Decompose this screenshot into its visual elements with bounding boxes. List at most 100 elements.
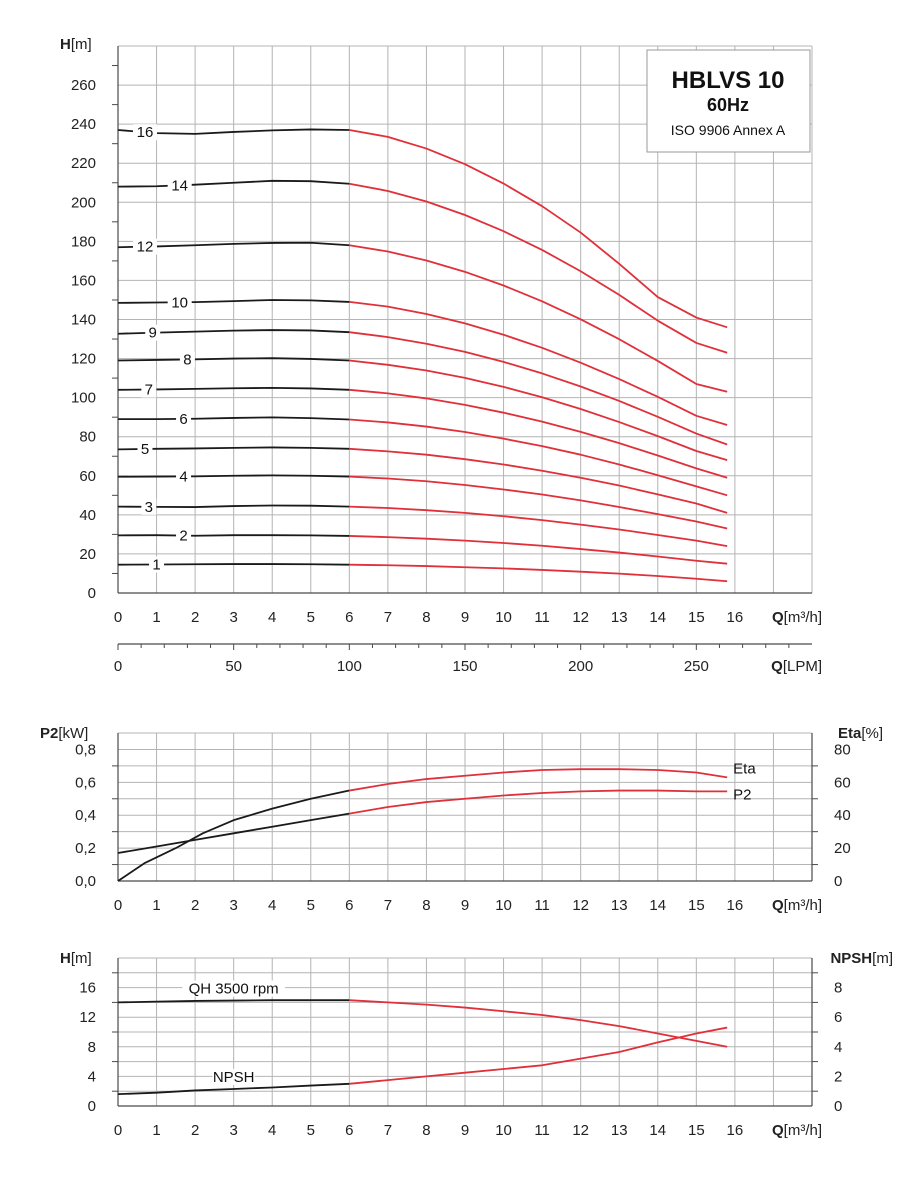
x-tick-label: 5 xyxy=(307,609,315,626)
right-tick-label: 8 xyxy=(834,980,842,997)
x-tick-label: 12 xyxy=(572,609,589,626)
lpm-symbol: Q xyxy=(771,658,783,675)
y-tick-label: 220 xyxy=(71,155,96,172)
stage-label: 4 xyxy=(179,468,187,485)
x-tick-label: 0 xyxy=(114,609,122,626)
stage-label-bg xyxy=(137,441,153,458)
x-tick-label: 7 xyxy=(384,609,392,626)
bot-left-axis-title: H[m] xyxy=(60,950,92,967)
right-tick-label: 6 xyxy=(834,1009,842,1026)
y-tick-label: 240 xyxy=(71,116,96,133)
x-tick-label: 1 xyxy=(152,1122,160,1139)
left-tick-label: 12 xyxy=(79,1009,96,1026)
x-tick-label: 8 xyxy=(422,609,430,626)
top-x-symbol: Q xyxy=(772,609,784,626)
lpm-axis-title: Q[LPM] xyxy=(771,658,822,675)
stage-label-bg xyxy=(149,556,165,573)
stage-curve-operating xyxy=(349,244,728,393)
stage-curve-operating xyxy=(349,418,728,497)
lpm-tick-label: 50 xyxy=(225,658,242,675)
x-tick-label: 13 xyxy=(611,609,628,626)
lpm-tick-label: 100 xyxy=(337,658,362,675)
x-tick-label: 3 xyxy=(229,897,237,914)
stage-label: 9 xyxy=(149,325,157,342)
stage-curve-operating xyxy=(349,129,728,329)
x-tick-label: 4 xyxy=(268,1122,276,1139)
stage-label-bg xyxy=(141,381,157,398)
npsh-unit: [m] xyxy=(872,950,893,967)
qh-label: QH 3500 rpm xyxy=(189,981,279,998)
y-tick-label: 260 xyxy=(71,77,96,94)
top-y-unit: [m] xyxy=(71,36,92,53)
npsh-curve-shutoff xyxy=(117,1082,350,1096)
eta-unit: [%] xyxy=(861,725,883,742)
x-tick-label: 9 xyxy=(461,1122,469,1139)
qh-curve-shutoff xyxy=(117,999,350,1004)
x-tick-label: 6 xyxy=(345,609,353,626)
y-tick-label: 120 xyxy=(71,351,96,368)
stage-label: 7 xyxy=(145,382,153,399)
mid-x-axis-title: Q[m³/h] xyxy=(772,897,822,914)
stage-label: 6 xyxy=(179,411,187,428)
stage-curve-shutoff xyxy=(117,534,350,537)
left-tick-label: 8 xyxy=(88,1039,96,1056)
x-tick-label: 13 xyxy=(611,1122,628,1139)
x-tick-label: 2 xyxy=(191,897,199,914)
left-tick-label: 0,4 xyxy=(75,807,96,824)
eta-label: Eta xyxy=(733,760,756,777)
bot-h-unit: [m] xyxy=(71,950,92,967)
stage-curve-shutoff xyxy=(118,416,350,421)
p2-label: P2 xyxy=(733,786,751,803)
y-tick-label: 20 xyxy=(79,546,96,563)
stage-label: 10 xyxy=(171,294,188,311)
stage-curve-operating xyxy=(349,505,728,548)
x-tick-label: 8 xyxy=(422,1122,430,1139)
x-tick-label: 3 xyxy=(229,1122,237,1139)
stage-label-bg xyxy=(179,351,195,368)
x-tick-label: 16 xyxy=(727,1122,744,1139)
y-tick-label: 100 xyxy=(71,390,96,407)
left-tick-label: 0,2 xyxy=(75,840,96,857)
x-tick-label: 5 xyxy=(307,897,315,914)
stage-label: 5 xyxy=(141,441,149,458)
y-tick-label: 60 xyxy=(79,468,96,485)
x-tick-label: 14 xyxy=(649,1122,666,1139)
lpm-unit: [LPM] xyxy=(783,658,822,675)
bot-right-axis-title: NPSH[m] xyxy=(830,950,893,967)
stage-curve-operating xyxy=(349,359,728,462)
npsh-symbol: NPSH xyxy=(830,950,872,967)
x-tick-label: 3 xyxy=(229,609,237,626)
y-tick-label: 160 xyxy=(71,272,96,289)
x-tick-label: 8 xyxy=(422,897,430,914)
x-tick-label: 12 xyxy=(572,1122,589,1139)
axis-titles: H[m] Q[m³/h] Q[LPM] P2[kW] Eta[%] Q[m³/h… xyxy=(40,36,893,1139)
stage-curve-operating xyxy=(349,447,728,514)
left-tick-label: 0,0 xyxy=(75,873,96,890)
x-tick-label: 1 xyxy=(152,897,160,914)
stage-label-bg xyxy=(167,294,192,311)
title-standard: ISO 9906 Annex A xyxy=(671,122,786,138)
qh-label-bg xyxy=(182,980,285,997)
x-tick-label: 15 xyxy=(688,609,705,626)
stage-curve-operating xyxy=(349,331,728,446)
stage-label-bg xyxy=(176,410,192,427)
qh-curve-operating xyxy=(349,999,728,1048)
p2-curve-shutoff xyxy=(117,812,350,854)
left-tick-label: 0 xyxy=(88,1098,96,1115)
lpm-tick-label: 250 xyxy=(684,658,709,675)
p2-curve-operating xyxy=(349,789,728,815)
left-tick-label: 16 xyxy=(79,980,96,997)
stage-curve-shutoff xyxy=(117,474,350,478)
bot-h-symbol: H xyxy=(60,950,71,967)
stage-curve-shutoff xyxy=(117,179,350,188)
top-y-axis-title: H[m] xyxy=(60,36,92,53)
stage-label-bg xyxy=(176,468,192,485)
mid-x-unit: [m³/h] xyxy=(784,897,822,914)
stage-curve-operating xyxy=(349,182,728,354)
x-tick-label: 16 xyxy=(727,609,744,626)
bot-x-symbol: Q xyxy=(772,1122,784,1139)
x-tick-label: 7 xyxy=(384,1122,392,1139)
left-tick-label: 0,8 xyxy=(75,741,96,758)
x-tick-label: 10 xyxy=(495,1122,512,1139)
